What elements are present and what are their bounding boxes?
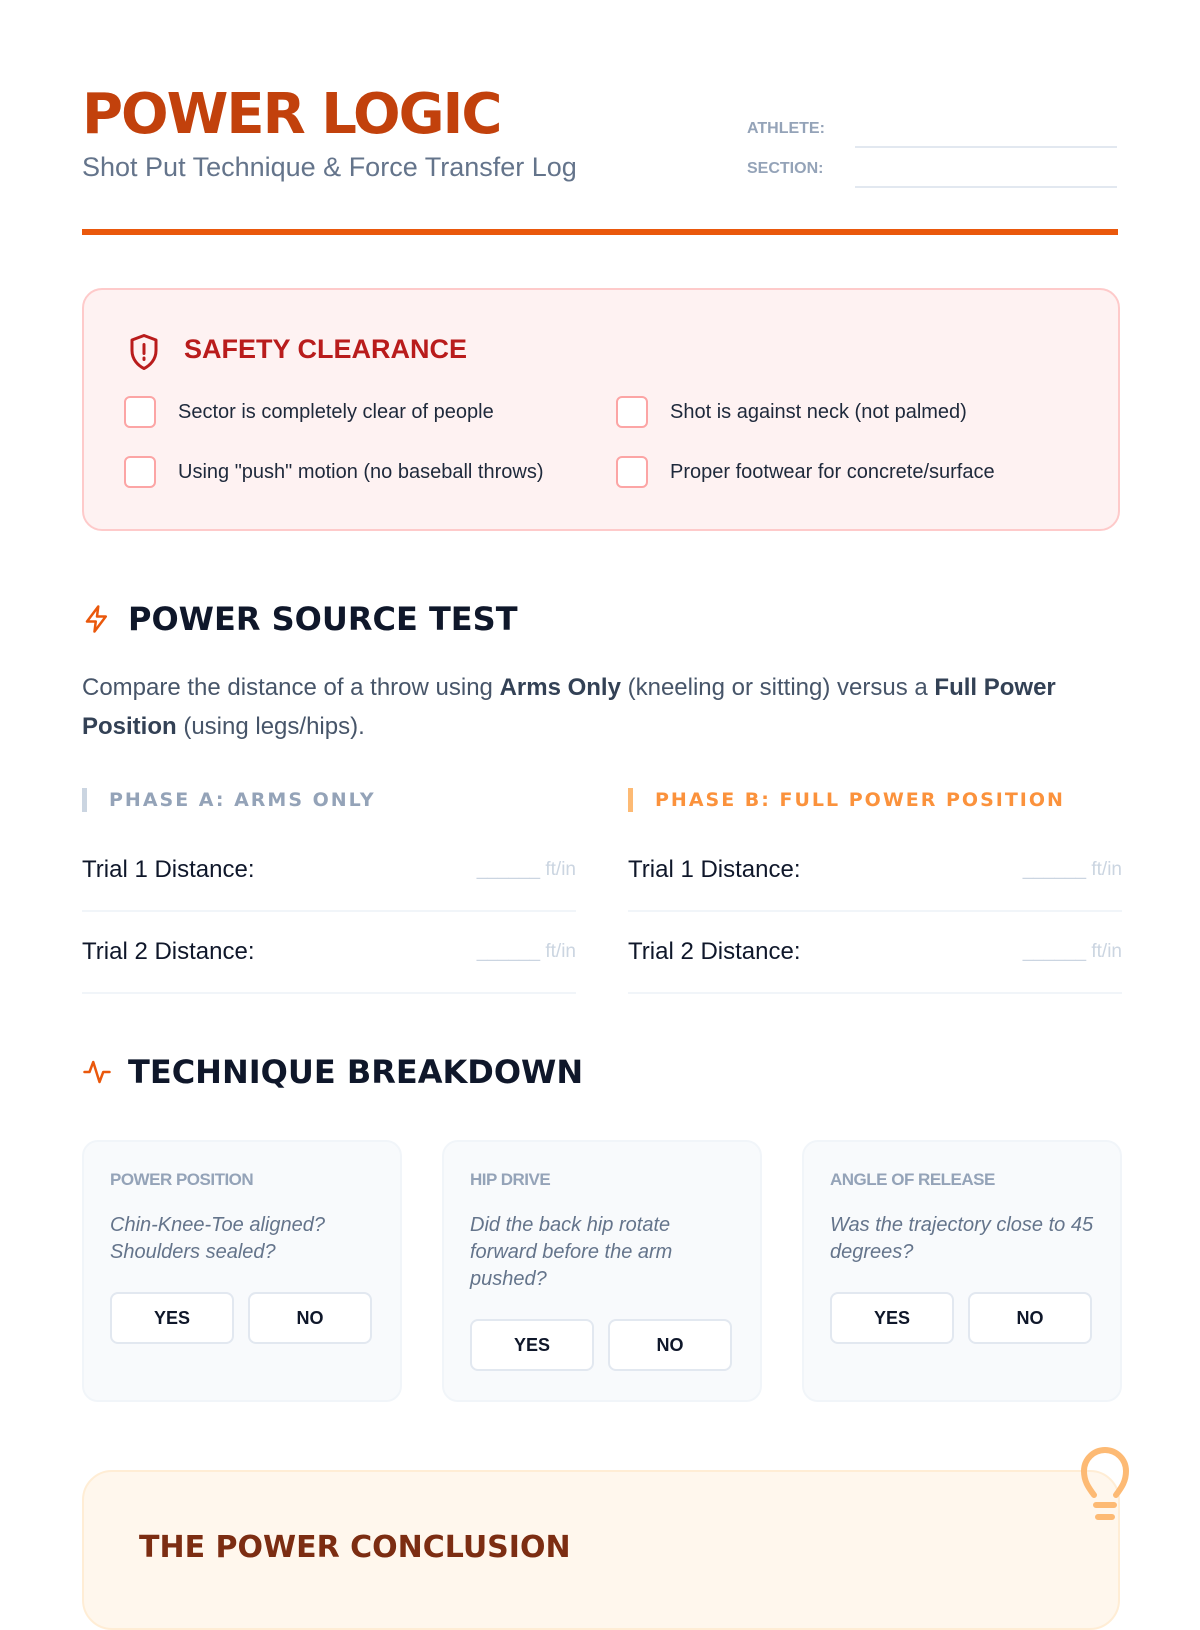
header: POWER LOGIC Shot Put Technique & Force T… — [82, 0, 1118, 235]
checkbox-label: Proper footwear for concrete/surface — [670, 460, 995, 483]
athlete-field[interactable]: ATHLETE: — [747, 120, 1117, 148]
card-title: POWER POSITION — [110, 1170, 254, 1189]
no-button[interactable]: NO — [608, 1319, 732, 1371]
technique-card-power-position: POWER POSITION Chin-Knee-Toe aligned? Sh… — [82, 1140, 402, 1402]
yes-button[interactable]: YES — [830, 1292, 954, 1344]
card-question: Did the back hip rotate forward before t… — [470, 1214, 673, 1290]
page-subtitle: Shot Put Technique & Force Transfer Log — [82, 152, 577, 182]
card-question: Chin-Knee-Toe aligned? Shoulders sealed? — [110, 1214, 325, 1263]
lightning-icon — [85, 605, 107, 633]
section-label: SECTION: — [747, 160, 824, 177]
section-line — [855, 186, 1117, 188]
checkbox[interactable] — [124, 456, 156, 488]
card-title: HIP DRIVE — [470, 1170, 551, 1189]
phase-b-trial-1[interactable]: Trial 1 Distance: ______ ft/in — [628, 830, 1122, 912]
safety-checkbox-push-motion[interactable]: Using "push" motion (no baseball throws) — [124, 456, 544, 488]
safety-clearance-panel: SAFETY CLEARANCE Sector is completely cl… — [82, 288, 1120, 531]
shield-alert-icon — [130, 334, 158, 370]
yes-button[interactable]: YES — [110, 1292, 234, 1344]
checkbox-label: Shot is against neck (not palmed) — [670, 400, 967, 423]
worksheet: POWER LOGIC Shot Put Technique & Force T… — [0, 0, 1200, 235]
phase-b-trial-2[interactable]: Trial 2 Distance: ______ ft/in — [628, 912, 1122, 994]
phase-b-label: PHASE B: FULL POWER POSITION — [628, 788, 1065, 812]
technique-card-angle-of-release: ANGLE OF RELEASE Was the trajectory clos… — [802, 1140, 1122, 1402]
power-source-heading: POWER SOURCE TEST — [82, 600, 518, 638]
athlete-label: ATHLETE: — [747, 120, 825, 137]
phase-a-label: PHASE A: ARMS ONLY — [82, 788, 376, 812]
lightbulb-icon — [1080, 1447, 1130, 1520]
power-conclusion-panel: THE POWER CONCLUSION — [82, 1470, 1120, 1630]
safety-checkbox-shot-neck[interactable]: Shot is against neck (not palmed) — [616, 396, 967, 428]
checkbox[interactable] — [616, 396, 648, 428]
safety-title: SAFETY CLEARANCE — [184, 334, 468, 364]
checkbox[interactable] — [616, 456, 648, 488]
conclusion-title: THE POWER CONCLUSION — [139, 1530, 571, 1565]
phase-a-trial-2[interactable]: Trial 2 Distance: ______ ft/in — [82, 912, 576, 994]
section-title: POWER SOURCE TEST — [128, 600, 518, 638]
page-title: POWER LOGIC — [82, 82, 502, 147]
safety-checkbox-sector-clear[interactable]: Sector is completely clear of people — [124, 396, 494, 428]
checkbox-label: Using "push" motion (no baseball throws) — [178, 460, 544, 483]
section-title: TECHNIQUE BREAKDOWN — [128, 1053, 584, 1091]
power-test-intro: Compare the distance of a throw using Ar… — [82, 674, 1056, 740]
checkbox-label: Sector is completely clear of people — [178, 400, 494, 423]
checkbox[interactable] — [124, 396, 156, 428]
no-button[interactable]: NO — [248, 1292, 372, 1344]
activity-icon — [83, 1060, 111, 1084]
section-field[interactable]: SECTION: — [747, 160, 1117, 188]
safety-checkbox-footwear[interactable]: Proper footwear for concrete/surface — [616, 456, 995, 488]
phase-a-trial-1[interactable]: Trial 1 Distance: ______ ft/in — [82, 830, 576, 912]
card-question: Was the trajectory close to 45 degrees? — [830, 1214, 1094, 1263]
card-title: ANGLE OF RELEASE — [830, 1170, 995, 1189]
athlete-line — [855, 146, 1117, 148]
technique-card-hip-drive: HIP DRIVE Did the back hip rotate forwar… — [442, 1140, 762, 1402]
technique-heading: TECHNIQUE BREAKDOWN — [82, 1053, 583, 1091]
no-button[interactable]: NO — [968, 1292, 1092, 1344]
yes-button[interactable]: YES — [470, 1319, 594, 1371]
